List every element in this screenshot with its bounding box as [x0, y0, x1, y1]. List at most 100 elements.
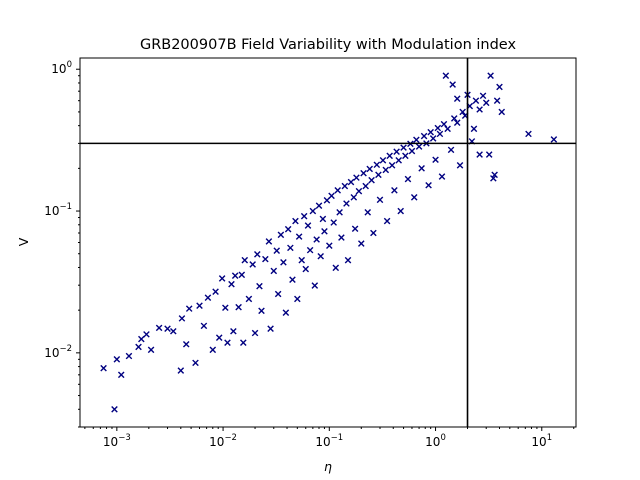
data-point: [302, 265, 310, 273]
chart-title: GRB200907B Field Variability with Modula…: [140, 37, 516, 53]
data-point: [143, 331, 150, 338]
data-point: [391, 187, 398, 194]
data-point: [245, 295, 253, 303]
data-point: [313, 236, 320, 243]
data-point: [267, 325, 274, 333]
data-point: [315, 202, 323, 210]
data-point: [491, 171, 498, 179]
data-point: [300, 212, 308, 220]
data-point: [525, 130, 532, 138]
data-point: [309, 207, 317, 215]
x-axis-ticks: 10−3 10−2 10−1 100 101: [84, 427, 575, 449]
data-point: [408, 147, 416, 155]
data-points: [100, 72, 558, 413]
data-point: [447, 146, 455, 154]
data-point: [270, 267, 278, 275]
data-point: [289, 276, 296, 283]
data-point: [427, 128, 434, 136]
data-point: [178, 315, 186, 322]
x-axis-label: η: [324, 459, 332, 474]
y-tick-label: 10−2: [44, 344, 72, 360]
data-point: [265, 238, 273, 245]
data-point: [368, 176, 375, 184]
data-point: [135, 343, 142, 351]
data-point: [326, 242, 333, 249]
data-point: [230, 327, 237, 335]
data-point: [170, 327, 177, 335]
data-point: [397, 207, 404, 215]
data-point: [420, 132, 428, 140]
data-point: [200, 322, 208, 330]
data-point: [487, 72, 494, 80]
data-point: [224, 339, 231, 346]
data-point: [366, 165, 373, 173]
data-point: [490, 175, 497, 182]
data-point: [432, 156, 439, 164]
data-point: [341, 182, 349, 190]
data-point: [364, 208, 372, 216]
data-point: [330, 219, 337, 226]
data-point: [402, 152, 409, 160]
data-point: [415, 143, 423, 150]
data-point: [125, 352, 133, 360]
data-point: [498, 108, 506, 116]
data-point: [360, 169, 367, 177]
data-point: [274, 290, 282, 298]
data-point: [413, 136, 420, 144]
data-point: [231, 272, 239, 279]
data-point: [336, 208, 343, 216]
data-point: [472, 97, 480, 104]
data-point: [493, 97, 501, 104]
data-point: [241, 256, 249, 264]
data-point: [228, 280, 235, 288]
data-point: [410, 194, 418, 201]
data-point: [100, 364, 107, 372]
data-point: [273, 247, 281, 255]
data-point: [182, 340, 190, 348]
data-point: [382, 166, 390, 174]
data-point: [164, 325, 171, 333]
data-point: [117, 371, 125, 379]
data-point: [311, 282, 319, 289]
data-point: [334, 187, 342, 194]
data-point: [350, 194, 358, 201]
data-point: [400, 144, 407, 151]
data-point: [209, 346, 217, 354]
data-point: [470, 125, 478, 133]
data-point: [177, 367, 185, 374]
data-point: [317, 252, 325, 260]
data-point: [343, 200, 350, 207]
data-point: [347, 178, 355, 186]
data-point: [388, 162, 396, 169]
data-point: [383, 217, 391, 225]
data-point: [338, 234, 345, 241]
data-point: [212, 288, 219, 295]
data-point: [496, 83, 503, 91]
data-point: [386, 152, 393, 160]
data-point: [282, 309, 290, 316]
data-point: [113, 356, 121, 363]
data-point: [453, 95, 461, 102]
data-point: [456, 162, 464, 169]
data-point: [459, 108, 466, 116]
data-point: [138, 335, 145, 343]
data-point: [453, 119, 461, 126]
data-point: [442, 72, 450, 80]
data-point: [436, 130, 444, 138]
data-point: [482, 99, 490, 107]
data-point: [262, 255, 269, 263]
data-point: [277, 231, 285, 239]
data-point: [254, 251, 261, 258]
y-tick-label: 100: [51, 60, 72, 76]
data-point: [332, 264, 340, 272]
data-point: [429, 135, 437, 142]
data-point: [222, 304, 229, 312]
data-point: [449, 81, 456, 88]
data-point: [192, 359, 199, 367]
data-point: [328, 192, 335, 200]
data-point: [438, 173, 446, 180]
data-point: [238, 271, 246, 279]
y-axis-label: V: [16, 237, 31, 246]
x-tick-label: 101: [531, 433, 552, 449]
